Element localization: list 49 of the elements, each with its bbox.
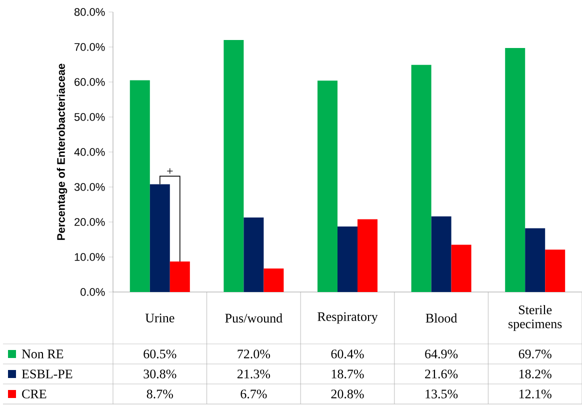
bar (244, 217, 264, 292)
y-tick-label: 50.0% (74, 113, 105, 121)
y-tick-label: 20.0% (74, 218, 105, 226)
data-label: 69.7% (518, 350, 552, 358)
data-label: 21.3% (237, 370, 270, 378)
data-label: 18.2% (519, 370, 552, 378)
bar (525, 228, 546, 292)
x-tick-label: Respiratory (318, 312, 378, 324)
y-tick-label: 70.0% (74, 43, 105, 51)
bar (224, 40, 244, 292)
bar (545, 250, 566, 292)
bar (411, 64, 432, 292)
data-label: 8.7% (146, 390, 173, 398)
data-label: 72.0% (238, 350, 270, 358)
x-tick-label: Blood (426, 313, 458, 323)
bar (431, 216, 452, 292)
y-axis-title: Percentage of Enterobacteriaceae (56, 64, 68, 240)
y-tick-label: 0.0% (80, 288, 105, 296)
x-tick-label: Pus/wound (225, 313, 282, 323)
data-label: 12.1% (519, 390, 552, 398)
bar (170, 262, 190, 292)
y-tick-label: 60.0% (74, 78, 105, 86)
bar (505, 48, 526, 292)
bar (130, 80, 150, 292)
x-tick-label: Urine (145, 314, 174, 322)
bar (357, 219, 378, 292)
y-tick-label: 40.0% (74, 148, 105, 156)
bar (264, 268, 284, 292)
legend-label: CRE (22, 390, 46, 398)
bar (337, 226, 358, 292)
y-tick-label: 30.0% (74, 183, 105, 191)
y-tick-label: 80.0% (74, 8, 105, 16)
data-label: 30.8% (144, 370, 176, 378)
x-tick-label: Sterile specimens (508, 305, 562, 331)
y-tick-label: 10.0% (74, 253, 105, 261)
annotation: + (167, 168, 173, 174)
data-label: 60.4% (331, 350, 364, 358)
bar (317, 80, 338, 292)
bar (451, 244, 472, 292)
data-label: 21.6% (425, 370, 458, 378)
data-label: 13.5% (426, 390, 458, 398)
bar (150, 184, 170, 292)
legend-label: Non RE (22, 350, 64, 358)
data-label: 64.9% (425, 350, 458, 358)
data-label: 18.7% (332, 370, 364, 378)
data-label: 6.7% (240, 390, 267, 398)
data-label: 20.8% (331, 390, 364, 398)
data-label: 60.5% (144, 350, 176, 358)
legend-label: ESBL-PE (22, 370, 72, 378)
